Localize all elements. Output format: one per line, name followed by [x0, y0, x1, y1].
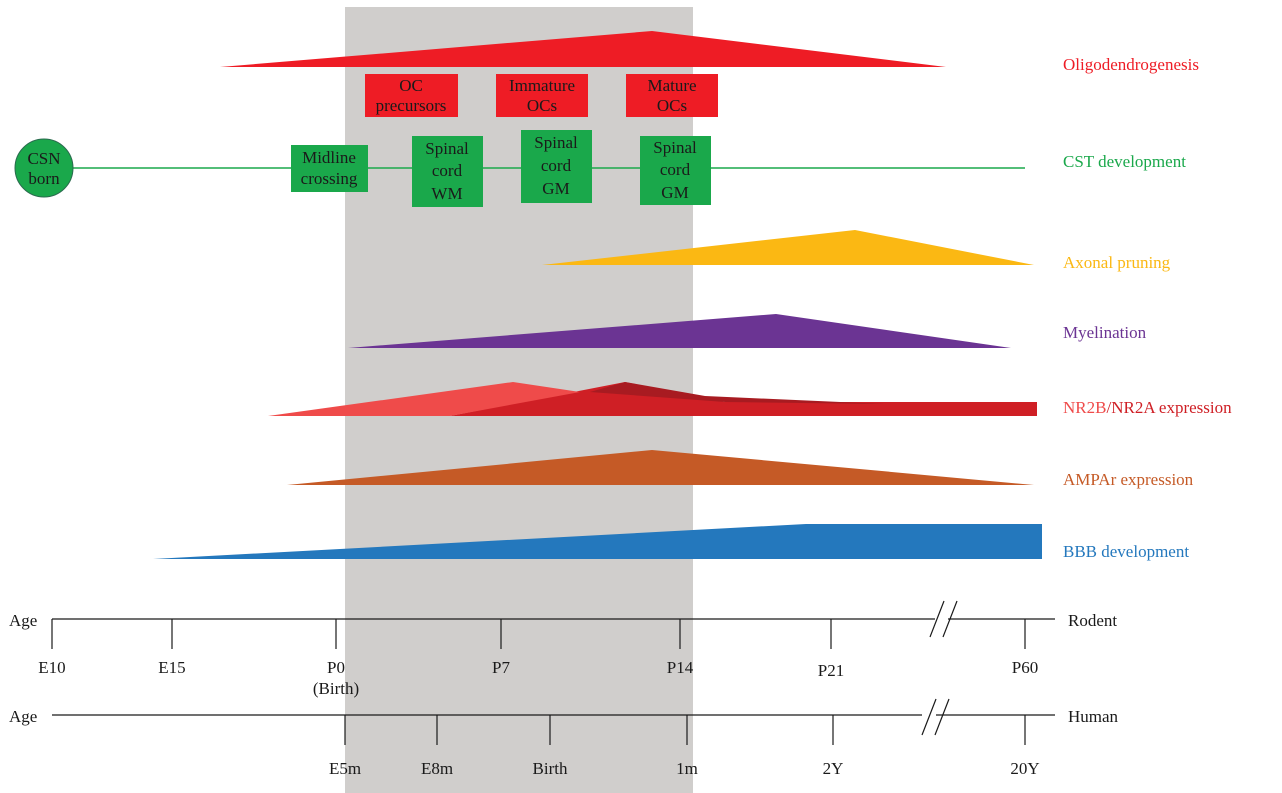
mature-ocs-line-2: OCs	[657, 96, 687, 115]
spinal-cord-gm-box-2: Spinal cord GM	[640, 136, 711, 205]
nr2-expression-label: NR2B/NR2A expression	[1063, 398, 1232, 417]
spinal-cord-gm-1-line-2: cord	[541, 156, 572, 175]
rodent-axis-break-2	[942, 600, 958, 638]
bbb-development-label: BBB development	[1063, 542, 1189, 561]
rodent-tick-birth-note: (Birth)	[313, 679, 359, 698]
human-tick-label-e5m: E5m	[329, 759, 361, 778]
mature-ocs-rect	[626, 74, 718, 117]
cst-development-label: CST development	[1063, 152, 1186, 171]
nr2-slash: /	[1106, 398, 1111, 417]
rodent-tick-label-p21: P21	[818, 661, 844, 680]
immature-ocs-line-1: Immature	[509, 76, 575, 95]
immature-ocs-rect	[496, 74, 588, 117]
oc-precursors-box: OC precursors	[365, 74, 458, 117]
mature-ocs-box: Mature OCs	[626, 74, 718, 117]
spinal-cord-gm-2-rect	[640, 136, 711, 205]
midline-crossing-line-2: crossing	[301, 169, 358, 188]
spinal-cord-wm-line-2: cord	[432, 161, 463, 180]
rodent-axis-name: Rodent	[1068, 611, 1117, 630]
csn-born-circle: CSN born	[14, 138, 74, 198]
human-axis-name: Human	[1068, 707, 1119, 726]
oligodendrogenesis-label: Oligodendrogenesis	[1063, 55, 1199, 74]
nr2a-expression-peak	[590, 382, 885, 404]
spinal-cord-gm-2-line-2: cord	[660, 160, 691, 179]
midline-crossing-box: Midline crossing	[291, 145, 368, 192]
human-axis-break-2	[934, 698, 950, 736]
human-tick-label-2y: 2Y	[823, 759, 844, 778]
oligodendrogenesis-profile	[220, 31, 946, 67]
midline-crossing-line-1: Midline	[302, 148, 356, 167]
nr2a-expression-label: NR2A expression	[1111, 398, 1232, 417]
rodent-tick-label-p7: P7	[492, 658, 510, 677]
oc-precursors-line-2: precursors	[376, 96, 447, 115]
nr2b-expression-profile	[268, 382, 580, 416]
mature-ocs-line-1: Mature	[647, 76, 696, 95]
immature-ocs-line-2: OCs	[527, 96, 557, 115]
spinal-cord-wm-box: Spinal cord WM	[412, 136, 483, 207]
axonal-pruning-profile	[542, 230, 1034, 265]
nr2b-label: NR2B	[1063, 398, 1106, 417]
human-axis-break-1	[921, 698, 937, 736]
human-tick-label-20y: 20Y	[1010, 759, 1039, 778]
ampar-expression-profile	[287, 450, 1034, 485]
oc-precursors-rect	[365, 74, 458, 117]
rodent-tick-label-e15: E15	[158, 658, 185, 677]
ampar-expression-label: AMPAr expression	[1063, 470, 1194, 489]
axonal-pruning-label: Axonal pruning	[1063, 253, 1171, 272]
rodent-tick-label-p14: P14	[667, 658, 694, 677]
human-age-axis: Age E5m E8m Birth 1m 2Y 20Y Human	[9, 698, 1119, 778]
bbb-development-profile	[153, 524, 1042, 559]
myelination-profile	[348, 314, 1011, 348]
spinal-cord-gm-2-line-1: Spinal	[653, 138, 697, 157]
myelination-label: Myelination	[1063, 323, 1147, 342]
spinal-cord-gm-1-line-1: Spinal	[534, 133, 578, 152]
immature-ocs-box: Immature OCs	[496, 74, 588, 117]
rodent-tick-label-p0: P0	[327, 658, 345, 677]
spinal-cord-wm-rect	[412, 136, 483, 207]
csn-born-node	[14, 138, 74, 198]
human-tick-label-birth: Birth	[533, 759, 568, 778]
rodent-tick-label-p60: P60	[1012, 658, 1038, 677]
midline-crossing-rect	[291, 145, 368, 192]
oc-precursors-line-1: OC	[399, 76, 423, 95]
csn-born-line-2: born	[28, 169, 60, 188]
csn-born-line-1: CSN	[27, 149, 60, 168]
rodent-axis-break-1	[929, 600, 945, 638]
human-tick-label-e8m: E8m	[421, 759, 453, 778]
spinal-cord-gm-2-line-3: GM	[661, 183, 688, 202]
human-tick-label-1m: 1m	[676, 759, 698, 778]
spinal-cord-gm-1-rect	[521, 130, 592, 203]
spinal-cord-gm-box-1: Spinal cord GM	[521, 130, 592, 203]
spinal-cord-wm-line-3: WM	[431, 184, 462, 203]
spinal-cord-gm-1-line-3: GM	[542, 179, 569, 198]
human-axis-age-label: Age	[9, 707, 37, 726]
rodent-tick-label-e10: E10	[38, 658, 65, 677]
rodent-age-axis: Age E10 E15 P0 (Birth) P7 P14 P21 P60 Ro…	[9, 600, 1117, 698]
spinal-cord-wm-line-1: Spinal	[425, 139, 469, 158]
rodent-axis-age-label: Age	[9, 611, 37, 630]
